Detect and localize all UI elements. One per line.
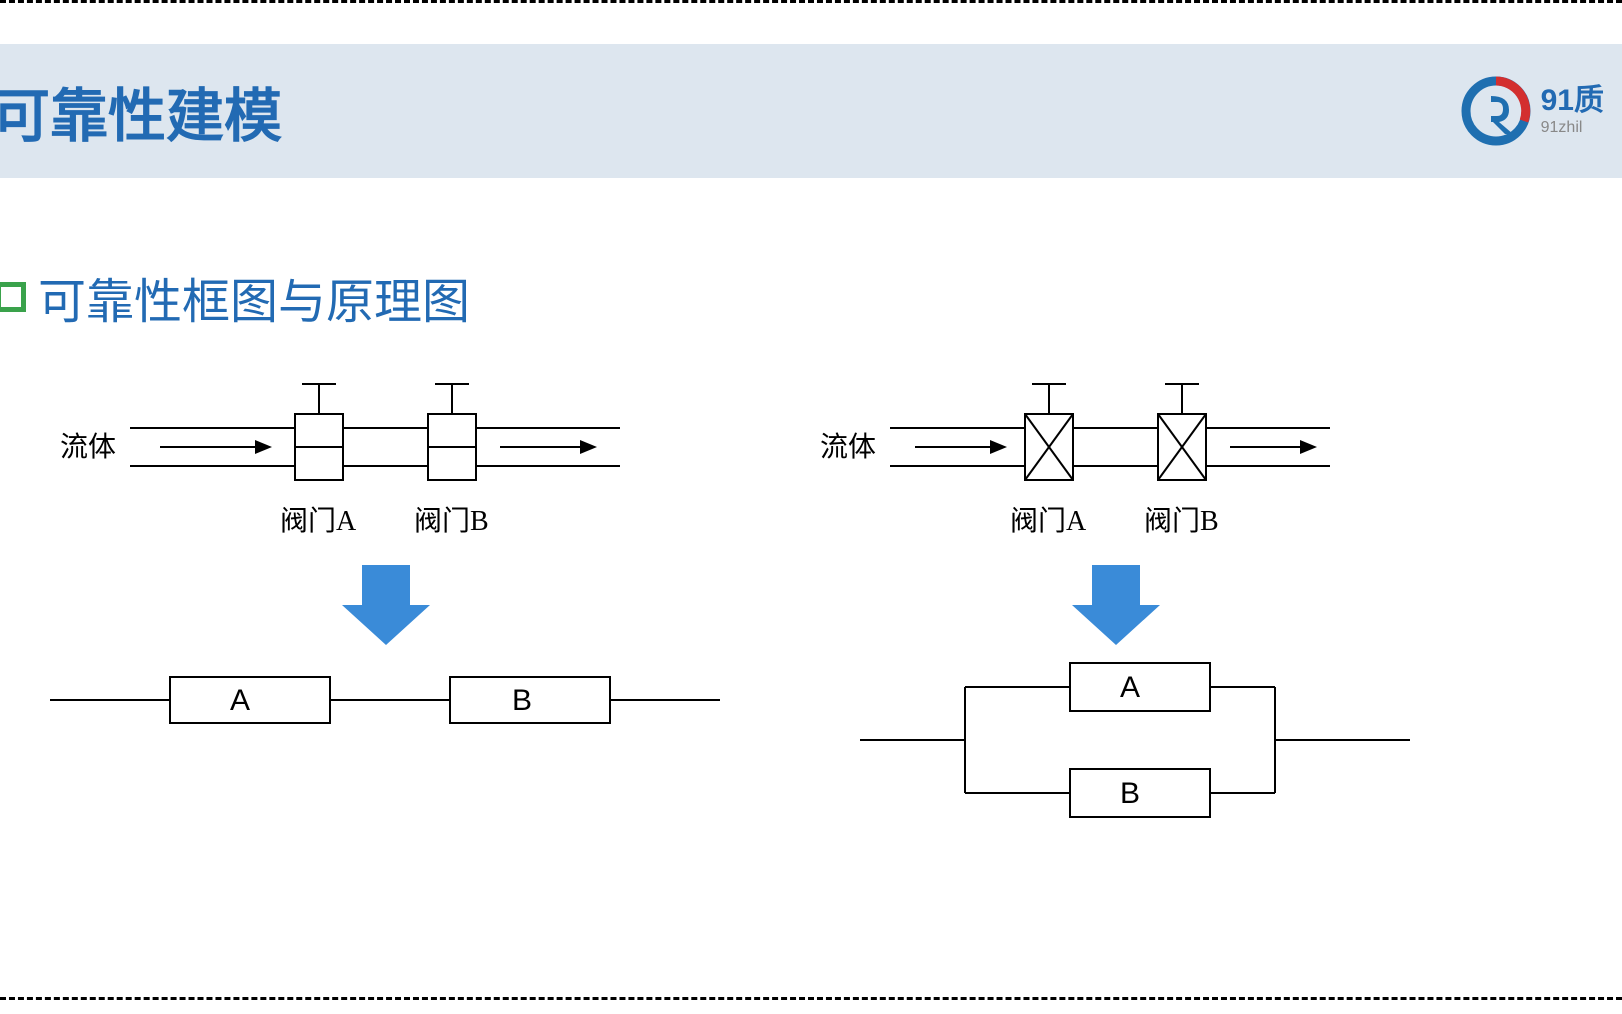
valveA-label-r: 阀门A bbox=[1010, 505, 1087, 537]
logo-text-top: 91质 bbox=[1541, 86, 1604, 116]
diagram-area: 流体 bbox=[0, 380, 1622, 940]
down-arrow-icon-r bbox=[1072, 565, 1160, 645]
fluid-label-r: 流体 bbox=[820, 431, 876, 463]
block-diagram-series: A B bbox=[50, 677, 720, 723]
blockA-label: A bbox=[230, 684, 250, 717]
page-border-bottom bbox=[0, 997, 1622, 1000]
diagram-left: 流体 bbox=[0, 380, 770, 940]
page-title: 可靠性建模 bbox=[0, 69, 282, 153]
schematic-open: 流体 bbox=[60, 384, 620, 537]
fluid-label: 流体 bbox=[60, 431, 116, 463]
valveB-label-r: 阀门B bbox=[1144, 505, 1219, 537]
section-title: 可靠性框图与原理图 bbox=[38, 262, 470, 332]
header-band: 可靠性建模 91质 91zhil bbox=[0, 44, 1622, 178]
valveA-label: 阀门A bbox=[280, 505, 357, 537]
diagram-right: 流体 bbox=[790, 380, 1560, 940]
page-border-top bbox=[0, 0, 1622, 3]
blockB-label: B bbox=[512, 684, 532, 717]
brand-logo: 91质 91zhil bbox=[1461, 76, 1604, 146]
logo-icon bbox=[1461, 76, 1531, 146]
section-heading: 可靠性框图与原理图 bbox=[0, 262, 470, 332]
bullet-icon bbox=[0, 282, 26, 312]
block-diagram-parallel: A B bbox=[860, 663, 1410, 817]
down-arrow-icon bbox=[342, 565, 430, 645]
schematic-closed: 流体 bbox=[820, 384, 1330, 537]
logo-text-sub: 91zhil bbox=[1541, 120, 1604, 136]
blockB-label-r: B bbox=[1120, 777, 1140, 810]
valveB-label: 阀门B bbox=[414, 505, 489, 537]
blockA-label-r: A bbox=[1120, 671, 1140, 704]
